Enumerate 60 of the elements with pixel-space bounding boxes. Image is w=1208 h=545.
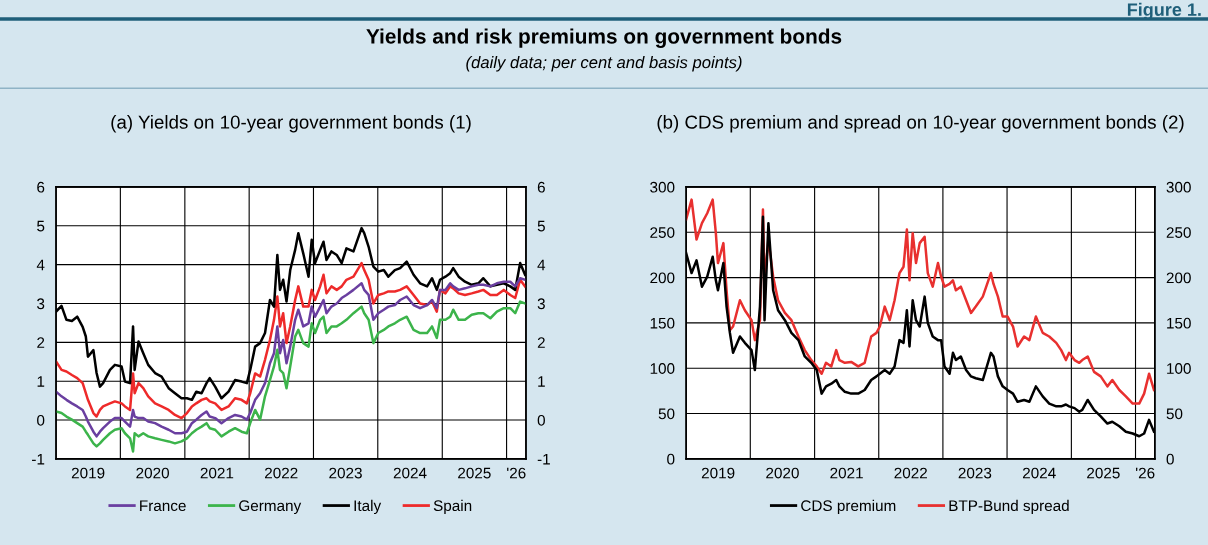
y-tick-label: 2 bbox=[37, 337, 45, 348]
y2-tick-label: 4 bbox=[537, 259, 546, 271]
y-tick-label: 1 bbox=[37, 376, 45, 387]
line-series bbox=[56, 261, 526, 420]
y2-tick-label: 200 bbox=[1166, 272, 1191, 284]
y-tick-label: 0 bbox=[37, 414, 45, 426]
y-tick-label: 300 bbox=[650, 181, 675, 193]
y-tick-label: 50 bbox=[658, 408, 675, 420]
x-tick-label: 2019 bbox=[701, 467, 735, 479]
x-tick-label: 2022 bbox=[265, 467, 298, 479]
x-tick-label: '26 bbox=[1136, 467, 1155, 479]
y-tick-label: 150 bbox=[650, 317, 675, 329]
text: (daily data; per cent and basis points) bbox=[466, 56, 742, 72]
y2-tick-label: 50 bbox=[1166, 408, 1183, 420]
y-tick-label: 4 bbox=[36, 259, 45, 271]
y2-tick-label: 250 bbox=[1166, 227, 1191, 238]
y-tick-label: 5 bbox=[37, 220, 45, 232]
x-tick-label: 2023 bbox=[329, 467, 362, 479]
x-tick-label: 2020 bbox=[766, 467, 799, 479]
x-tick-label: 2020 bbox=[136, 467, 169, 479]
x-tick-label: 2019 bbox=[71, 467, 105, 479]
y2-tick-label: 5 bbox=[537, 220, 545, 232]
x-tick-label: 2024 bbox=[393, 467, 427, 479]
x-tick-label: 2025 bbox=[458, 467, 491, 479]
legend-label: Germany bbox=[239, 500, 302, 515]
y2-tick-label: 150 bbox=[1167, 317, 1191, 329]
y2-tick-label: 0 bbox=[1166, 453, 1174, 465]
x-tick-label: 2022 bbox=[894, 467, 927, 479]
x-tick-label: '26 bbox=[507, 467, 526, 479]
chart-title: (b) CDS premium and spread on 10-year government bonds (2) bbox=[657, 115, 1184, 133]
caption: Figure 1. bbox=[1127, 2, 1201, 20]
y2-tick-label: 300 bbox=[1166, 181, 1191, 193]
y-tick-label: 6 bbox=[37, 181, 45, 193]
y-tick-label: -1 bbox=[32, 453, 45, 465]
y2-tick-label: -1 bbox=[537, 453, 550, 465]
line-series bbox=[56, 276, 526, 438]
y2-tick-label: 6 bbox=[537, 181, 545, 193]
x-tick-label: 2021 bbox=[830, 467, 863, 479]
legend-label: CDS premium bbox=[801, 499, 896, 515]
legend-label: Italy bbox=[354, 499, 382, 515]
y-tick-label: 3 bbox=[37, 298, 45, 310]
y2-tick-label: 3 bbox=[537, 298, 545, 310]
chart-title: (a) Yields on 10-year government bonds (1) bbox=[111, 115, 471, 133]
y-tick-label: 200 bbox=[650, 272, 675, 284]
legend-label: Spain bbox=[433, 499, 472, 515]
y-tick-label: 0 bbox=[667, 453, 675, 465]
y2-tick-label: 1 bbox=[538, 376, 545, 387]
y2-tick-label: 0 bbox=[537, 414, 545, 426]
y2-tick-label: 2 bbox=[537, 337, 545, 348]
y-tick-label: 100 bbox=[650, 363, 675, 374]
line-series bbox=[56, 300, 526, 453]
y-tick-label: 250 bbox=[650, 227, 675, 238]
x-tick-label: 2025 bbox=[1087, 467, 1120, 479]
y2-tick-label: 100 bbox=[1167, 363, 1191, 374]
x-tick-label: 2024 bbox=[1022, 467, 1056, 479]
text: Yields and risk premiums on government bonds bbox=[366, 28, 842, 48]
x-tick-label: 2021 bbox=[200, 467, 234, 479]
legend-label: France bbox=[140, 500, 186, 512]
x-tick-label: 2023 bbox=[958, 467, 992, 479]
legend-label: BTP-Bund spread bbox=[949, 499, 1069, 515]
